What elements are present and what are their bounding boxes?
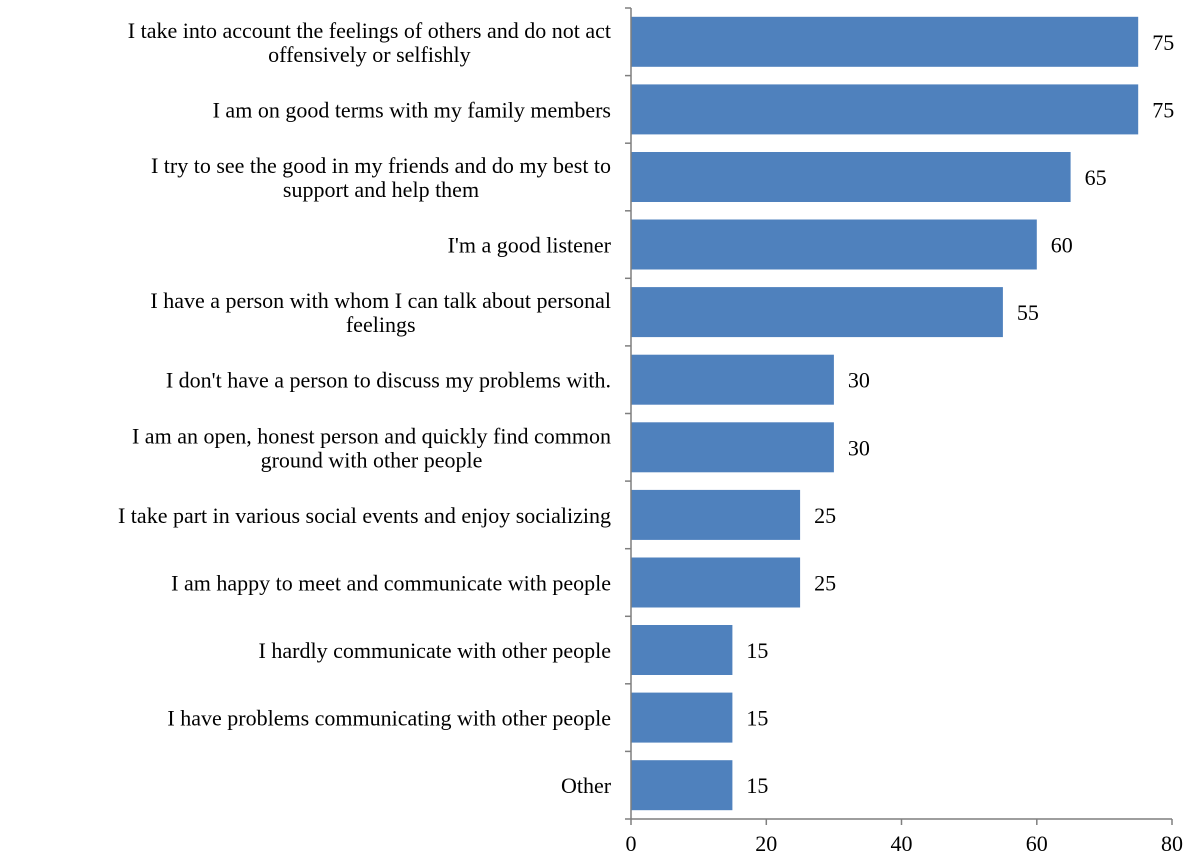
category-label: Other [561, 773, 612, 798]
bar-8 [631, 489, 801, 540]
axes-layer: 0 20 40 60 80 [625, 7, 1183, 856]
bar-value-label: 65 [1085, 165, 1107, 190]
bar-12 [631, 760, 733, 811]
bar-9 [631, 557, 801, 608]
category-label-line: offensively or selfishly [268, 42, 470, 67]
bar-5 [631, 287, 1003, 338]
category-label: I have a person with whom I can talk abo… [150, 288, 611, 337]
category-label-line: Other [561, 773, 612, 798]
bar-value-label: 15 [746, 773, 768, 798]
bar-1 [631, 16, 1139, 67]
category-label: I am happy to meet and communicate with … [171, 571, 611, 596]
bar-value-label: 30 [848, 435, 870, 460]
category-label: I'm a good listener [448, 233, 612, 258]
bar-value-label: 60 [1051, 233, 1073, 258]
category-label-line: I am on good terms with my family member… [213, 97, 611, 122]
x-tick-label: 60 [1026, 831, 1048, 856]
bar-2 [631, 84, 1139, 135]
bar-value-label: 75 [1152, 97, 1174, 122]
bar-value-label: 30 [848, 368, 870, 393]
bar-value-label: 25 [814, 503, 836, 528]
bar-value-label: 15 [746, 638, 768, 663]
category-label-line: I try to see the good in my friends and … [151, 153, 611, 178]
category-label: I have problems communicating with other… [167, 706, 611, 731]
bar-3 [631, 152, 1071, 202]
category-label-line: I have a person with whom I can talk abo… [150, 288, 611, 313]
category-label-line: I am happy to meet and communicate with … [171, 571, 611, 596]
category-label: I don't have a person to discuss my prob… [166, 368, 611, 393]
bar-10 [631, 625, 733, 675]
category-label-line: support and help them [283, 177, 479, 202]
x-tick-label: 20 [755, 831, 777, 856]
category-label: I am an open, honest person and quickly … [132, 423, 611, 472]
bar-11 [631, 692, 733, 743]
category-label: I take into account the feelings of othe… [128, 18, 611, 67]
bar-6 [631, 354, 834, 405]
bar-4 [631, 219, 1037, 270]
bars-layer [631, 16, 1139, 811]
category-label: I am on good terms with my family member… [213, 97, 611, 122]
category-label-line: feelings [346, 312, 416, 337]
bar-value-label: 75 [1152, 30, 1174, 55]
category-label-line: I take into account the feelings of othe… [128, 18, 611, 43]
category-label-line: I have problems communicating with other… [167, 706, 611, 731]
bar-7 [631, 422, 834, 473]
category-label-line: ground with other people [261, 447, 483, 472]
bar-value-label: 55 [1017, 300, 1039, 325]
category-label-line: I am an open, honest person and quickly … [132, 423, 611, 448]
bar-value-label: 25 [814, 571, 836, 596]
category-label-line: I don't have a person to discuss my prob… [166, 368, 611, 393]
category-label-line: I'm a good listener [448, 233, 612, 258]
labels-layer: 75 I take into account the feelings of ot… [118, 18, 1174, 798]
category-label-line: I hardly communicate with other people [259, 638, 612, 663]
category-label: I take part in various social events and… [118, 503, 611, 528]
category-label-line: I take part in various social events and… [118, 503, 611, 528]
category-label: I hardly communicate with other people [259, 638, 612, 663]
x-tick-label: 0 [626, 831, 637, 856]
category-label: I try to see the good in my friends and … [151, 153, 611, 202]
bar-value-label: 15 [746, 706, 768, 731]
x-tick-label: 80 [1161, 831, 1183, 856]
x-tick-label: 40 [891, 831, 913, 856]
